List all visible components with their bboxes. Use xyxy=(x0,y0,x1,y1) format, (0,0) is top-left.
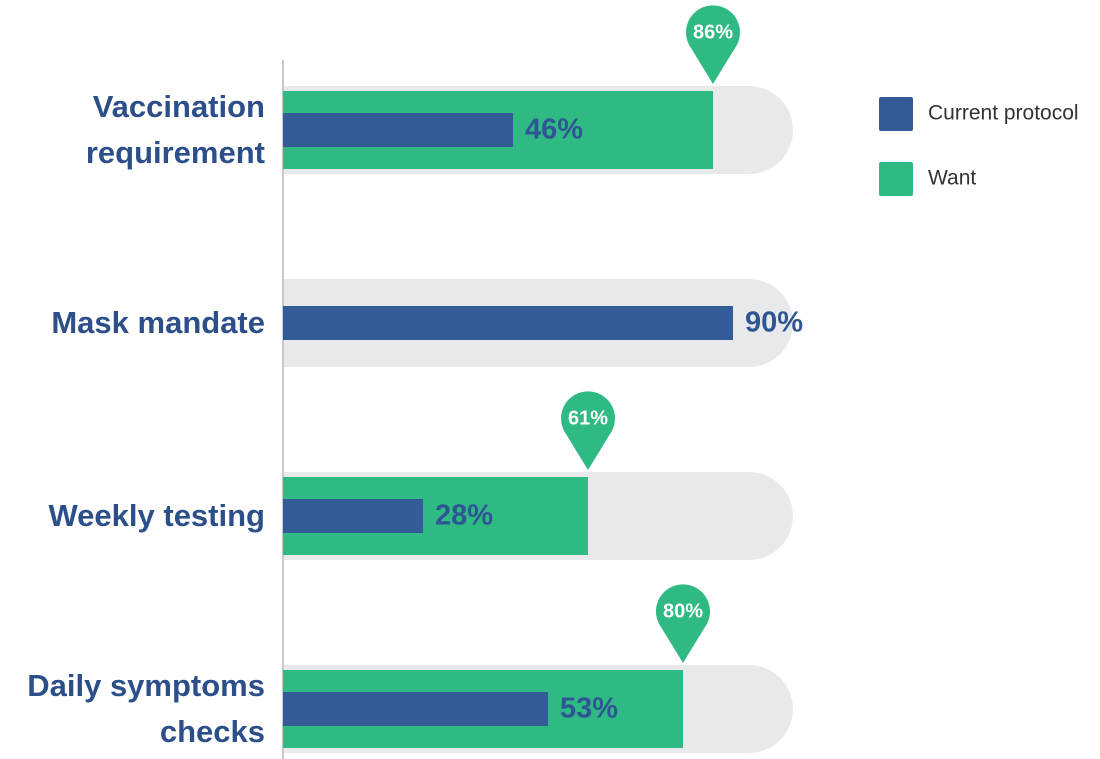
category-label: Daily symptoms checks xyxy=(27,668,265,749)
current-value-label: 46% xyxy=(525,114,583,146)
category-label: Vaccination requirement xyxy=(85,89,265,170)
want-value-label: 61% xyxy=(568,407,608,429)
category-label: Mask mandate xyxy=(51,305,265,340)
want-pin xyxy=(686,5,740,85)
current-bar xyxy=(283,306,733,340)
want-pin xyxy=(561,391,616,470)
current-bar xyxy=(283,499,423,533)
legend-label: Want xyxy=(928,167,976,190)
current-bar xyxy=(283,113,513,147)
legend-label: Current protocol xyxy=(928,102,1079,125)
current-value-label: 53% xyxy=(560,693,618,725)
want-pin xyxy=(655,584,710,663)
current-value-label: 90% xyxy=(745,307,803,339)
current-value-label: 28% xyxy=(435,500,493,532)
current-bar xyxy=(283,692,548,726)
want-value-label: 80% xyxy=(663,600,703,622)
want-value-label: 86% xyxy=(693,21,733,43)
legend-swatch xyxy=(879,97,913,131)
category-label: Weekly testing xyxy=(48,498,265,533)
legend-swatch xyxy=(879,162,913,196)
